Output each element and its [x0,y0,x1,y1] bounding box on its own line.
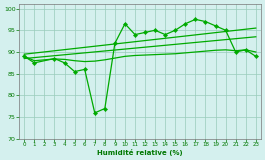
X-axis label: Humidité relative (%): Humidité relative (%) [97,149,183,156]
